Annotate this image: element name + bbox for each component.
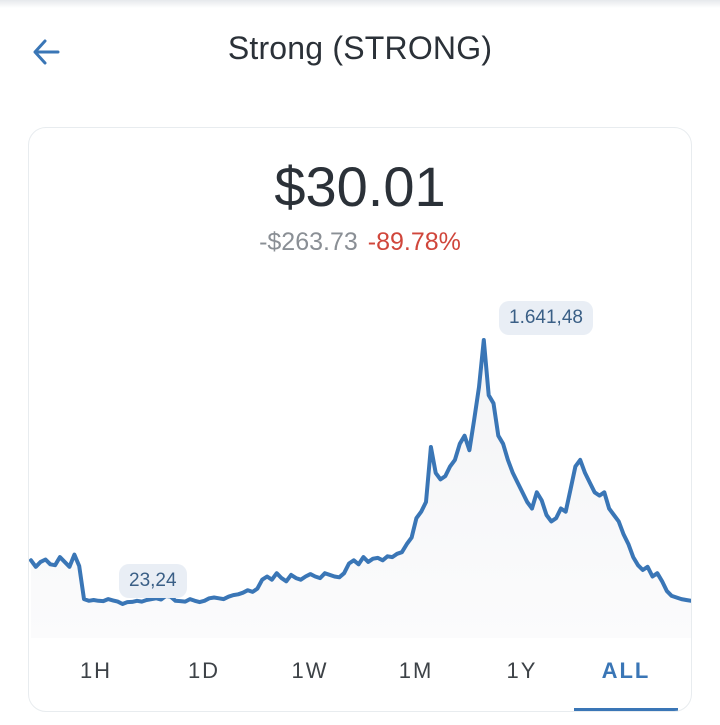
status-bar-shadow: [0, 0, 720, 8]
price-change-percent: -89.78%: [367, 228, 461, 256]
tab-1h[interactable]: 1H: [79, 658, 113, 683]
chart-series-line: [29, 338, 691, 606]
chart-low-label: 23,24: [119, 564, 187, 598]
price-change-absolute: -$263.73: [259, 228, 358, 256]
page-title: Strong (STRONG): [227, 30, 493, 66]
active-tab-indicator: [574, 708, 678, 711]
price-change-row: -$263.73 -89.78%: [29, 228, 691, 257]
tab-1w[interactable]: 1W: [291, 658, 329, 683]
chart-area-fill: [31, 340, 691, 638]
time-range-tabs: 1H 1D 1W 1M 1Y ALL: [29, 648, 691, 711]
header: Strong (STRONG): [0, 0, 720, 100]
price-chart-card: $30.01 -$263.73 -89.78% 1.641,48 23,24 1H…: [28, 127, 692, 712]
back-button[interactable]: [26, 32, 66, 72]
tab-1m[interactable]: 1M: [398, 658, 434, 683]
tab-1y[interactable]: 1Y: [506, 658, 538, 683]
chart-high-label: 1.641,48: [499, 301, 593, 335]
tab-1d[interactable]: 1D: [187, 658, 221, 683]
price-line-chart[interactable]: [29, 278, 692, 638]
tab-all[interactable]: ALL: [601, 658, 651, 683]
current-price: $30.01: [274, 155, 446, 218]
arrow-left-icon: [33, 39, 60, 65]
